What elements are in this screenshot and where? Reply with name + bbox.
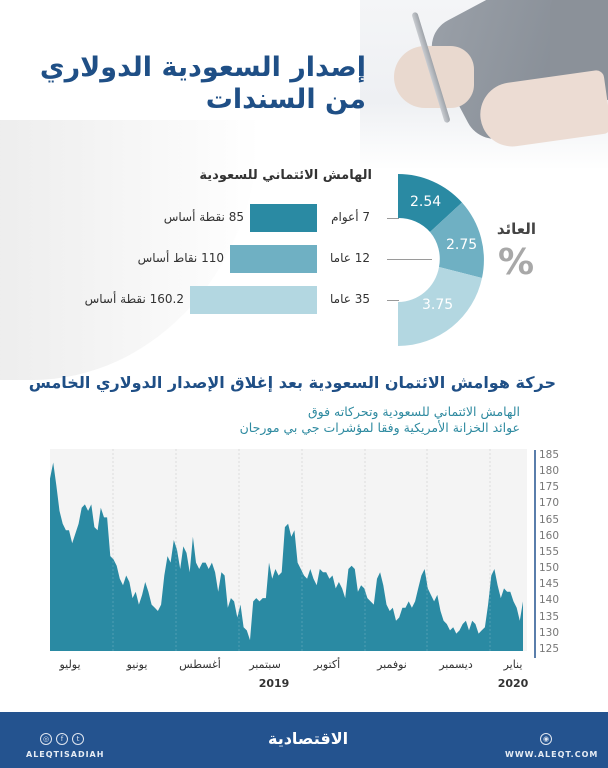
y-tick-label: 165 bbox=[539, 513, 560, 526]
website-link[interactable]: WWW.ALEQT.COM bbox=[505, 750, 599, 759]
chart-subtitle-line2: عوائد الخزانة الأمريكية وفقا لمؤشرات جي … bbox=[239, 420, 520, 435]
yield-value-7y: 2.54 bbox=[410, 194, 442, 210]
year-label-2019: 2019 bbox=[258, 677, 290, 690]
y-tick-label: 175 bbox=[539, 481, 560, 494]
y-tick-label: 170 bbox=[539, 497, 560, 510]
brand-logo: الاقتصادية bbox=[268, 729, 349, 748]
donut-segment-12y bbox=[430, 202, 484, 278]
leader-line-7y bbox=[387, 218, 399, 219]
y-tick-label: 145 bbox=[539, 578, 560, 591]
tenor-label-35y: 35 عاما bbox=[330, 292, 370, 306]
page-title-line2: من السندات bbox=[205, 84, 366, 115]
instagram-icon[interactable]: ◎ bbox=[40, 733, 52, 745]
chart-subtitle-line1: الهامش الائتماني للسعودية وتحركاته فوق bbox=[307, 404, 520, 419]
y-tick-label: 155 bbox=[539, 545, 560, 558]
margin-section-title: الهامش الائتماني للسعودية bbox=[199, 168, 372, 183]
margin-value-7y: 85 نقطة أساس bbox=[163, 210, 244, 224]
percent-icon: % bbox=[498, 242, 535, 283]
margin-bar-12y bbox=[230, 245, 317, 273]
footer-bar: ◎ f t ALEQTISADIAH الاقتصادية ◉ WWW.ALEQ… bbox=[0, 712, 608, 768]
social-handle[interactable]: ALEQTISADIAH bbox=[26, 750, 105, 759]
y-tick-label: 125 bbox=[539, 642, 560, 655]
y-tick-label: 140 bbox=[539, 594, 560, 607]
facebook-icon[interactable]: f bbox=[56, 733, 68, 745]
x-tick-september: سبتمبر bbox=[249, 658, 281, 671]
margin-value-35y: 160.2 نقطة أساس bbox=[84, 292, 184, 306]
x-tick-july: يوليو bbox=[59, 658, 81, 671]
x-tick-august: أغسطس bbox=[179, 658, 221, 671]
margin-value-12y: 110 نقاط أساس bbox=[137, 251, 224, 265]
x-tick-december: ديسمبر bbox=[439, 658, 473, 671]
yield-title: العائد bbox=[496, 220, 536, 238]
globe-icon: ◉ bbox=[540, 733, 552, 745]
leader-line-35y bbox=[387, 300, 399, 301]
y-tick-label: 160 bbox=[539, 529, 560, 542]
donut-segment-35y bbox=[398, 267, 482, 346]
spread-area-series bbox=[50, 462, 523, 651]
leader-line-12y bbox=[387, 259, 432, 260]
tenor-label-7y: 7 أعوام bbox=[331, 210, 370, 224]
x-tick-october: أكتوبر bbox=[313, 658, 341, 671]
x-tick-january: يناير bbox=[503, 658, 523, 671]
header-photo-writing-hand bbox=[360, 0, 608, 170]
margin-bar-7y bbox=[250, 204, 317, 232]
y-tick-label: 150 bbox=[539, 562, 560, 575]
yield-value-35y: 3.75 bbox=[422, 297, 454, 313]
yield-half-donut bbox=[398, 174, 484, 346]
tenor-label-12y: 12 عاما bbox=[330, 251, 370, 265]
credit-spread-area-chart bbox=[50, 449, 536, 658]
chart-title: حركة هوامش الائتمان السعودية بعد إغلاق ا… bbox=[28, 373, 556, 392]
yield-value-12y: 2.75 bbox=[446, 237, 478, 253]
x-tick-november: نوفمبر bbox=[377, 658, 407, 671]
y-tick-label: 130 bbox=[539, 626, 560, 639]
page-title: إصدار السعودية الدولاري من السندات bbox=[40, 52, 366, 116]
twitter-icon[interactable]: t bbox=[72, 733, 84, 745]
y-tick-label: 185 bbox=[539, 449, 560, 461]
page-title-line1: إصدار السعودية الدولاري bbox=[39, 52, 366, 83]
y-tick-label: 180 bbox=[539, 465, 560, 478]
y-tick-label: 135 bbox=[539, 610, 560, 623]
chart-subtitle: الهامش الائتماني للسعودية وتحركاته فوق ع… bbox=[240, 404, 520, 436]
x-tick-june: يونيو bbox=[126, 658, 148, 671]
margin-bar-35y bbox=[190, 286, 317, 314]
donut-segment-7y bbox=[398, 174, 462, 232]
year-label-2020: 2020 bbox=[497, 677, 529, 690]
